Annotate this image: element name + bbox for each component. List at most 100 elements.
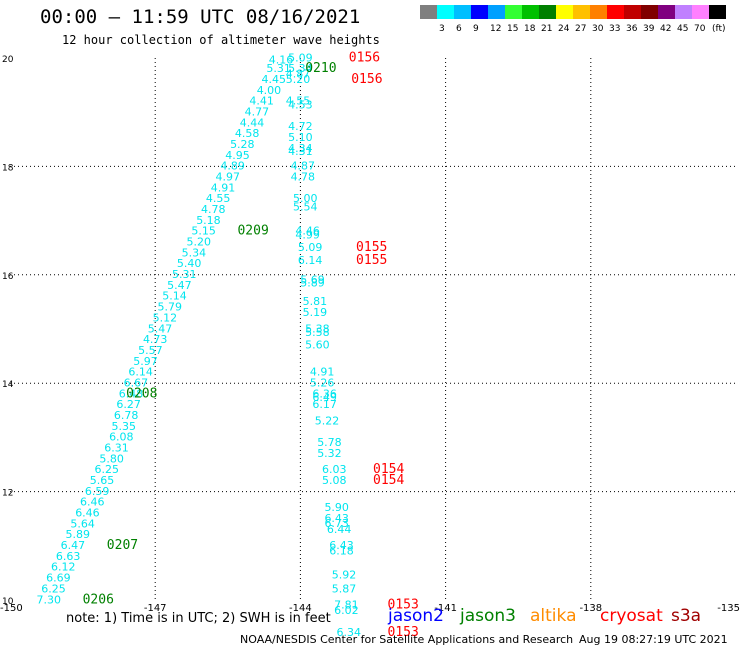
chart-subtitle: 12 hour collection of altimeter wave hei… [62,33,380,47]
swh-value-label: 5.64 [70,517,95,530]
swh-value-label: 5.47 [148,322,173,335]
legend-swatch [556,5,573,19]
swh-value-label: 4.31 [288,145,313,158]
swh-value-label: 5.28 [230,138,255,151]
swh-value-label: 4.53 [288,98,313,111]
swh-value-label: 4.91 [310,366,335,379]
footer-note: note: 1) Time is in UTC; 2) SWH is in fe… [66,611,331,626]
y-tick-label: 14 [2,380,14,390]
swh-value-label: 5.90 [324,501,349,514]
pass-time-label: 0154 [373,473,404,488]
swh-value-label: 5.34 [182,246,207,259]
y-tick-label: 18 [2,163,14,173]
legend-swatch [573,5,590,19]
legend-label: 3 [439,24,445,34]
swh-value-label: 5.89 [66,528,91,541]
swh-value-label: 6.43 [329,539,354,552]
pass-time-label: 0207 [107,538,138,553]
swh-value-label: 6.12 [51,561,76,574]
satellite-name-jason3: jason3 [460,606,516,626]
legend-label: 36 [626,24,638,34]
satellite-name-jason2: jason2 [388,606,444,626]
pass-time-label: 0208 [126,386,157,401]
swh-value-label: 5.31 [266,62,291,75]
legend-label: 6 [456,24,462,34]
swh-value-label: 6.36 [312,387,337,400]
swh-value-label: 6.67 [124,376,149,389]
legend-label: 18 [524,24,536,34]
swh-value-label: 6.18 [329,544,354,557]
swh-value-label: 6.49 [312,391,337,404]
satellite-name-s3a: s3a [671,606,702,626]
generated-timestamp: Aug 19 08:27:19 UTC 2021 [579,633,728,646]
swh-value-label: 6.17 [312,398,337,411]
satellite-name-cryosat: cryosat [600,606,663,626]
swh-value-label: 6.25 [95,463,120,476]
legend-swatch [420,5,437,19]
pass-time-label: 0206 [83,592,114,607]
swh-value-label: 6.31 [104,441,129,454]
swh-value-label: 5.32 [317,447,342,460]
legend-swatch [607,5,624,19]
swh-value-label: 5.08 [322,474,347,487]
swh-value-label: 4.41 [249,95,274,108]
swh-value-label: 4.87 [286,68,311,81]
legend-label: 24 [558,24,570,34]
pass-time-label: 0155 [356,253,387,268]
pass-time-label: 0153 [388,598,419,613]
swh-value-label: 5.31 [172,268,197,281]
swh-value-label: 4.89 [220,160,245,173]
legend-label: 39 [643,24,655,34]
swh-value-label: 6.25 [41,582,66,595]
legend-swatch [675,5,692,19]
pass-time-label: 0156 [349,50,380,65]
swh-value-label: 4.91 [211,181,236,194]
legend-swatch [590,5,607,19]
swh-value-label: 4.97 [216,170,241,183]
swh-value-label: 5.58 [305,326,330,339]
legend-label: 70 [694,24,706,34]
swh-value-label: 6.43 [324,512,349,525]
y-tick-label: 10 [2,597,14,607]
swh-value-label: 4.58 [235,127,260,140]
y-tick-label: 16 [2,272,14,282]
swh-value-label: 6.14 [128,366,153,379]
x-tick-label: -141 [434,603,457,614]
legend-unit: (ft) [712,24,726,34]
legend-swatch [641,5,658,19]
legend-swatch [437,5,454,19]
legend-label: 33 [609,24,621,34]
swh-value-label: 5.15 [191,225,216,238]
swh-value-label: 4.77 [245,105,270,118]
swh-value-label: 5.38 [305,322,330,335]
swh-value-label: 5.34 [288,62,313,75]
legend-swatch [539,5,556,19]
swh-value-label: 4.95 [225,149,250,162]
swh-value-label: 6.46 [75,507,100,520]
swh-value-label: 6.44 [327,523,352,536]
swh-value-label: 6.03 [322,463,347,476]
x-tick-label: -144 [289,603,312,614]
legend-swatch [709,5,726,19]
swh-value-label: 4.00 [257,84,282,97]
x-tick-label: -147 [144,603,167,614]
swh-value-label: 5.14 [162,290,187,303]
swh-value-label: 6.73 [324,517,349,530]
pass-time-label: 0156 [351,72,382,87]
swh-value-label: 7.81 [334,599,359,612]
pass-time-label: 0154 [373,462,404,477]
legend-swatch [454,5,471,19]
swh-value-label: 4.46 [295,225,320,238]
swh-value-label: 6.47 [61,539,86,552]
swh-value-label: 5.97 [133,355,158,368]
legend-label: 15 [507,24,519,34]
swh-value-label: 5.78 [317,436,342,449]
swh-value-label: 6.46 [80,496,105,509]
swh-value-label: 5.22 [315,414,340,427]
swh-value-label: 4.99 [295,228,320,241]
swh-value-label: 4.44 [240,116,265,129]
x-tick-label: -135 [717,603,740,614]
swh-value-label: 4.16 [269,53,294,66]
swh-value-label: 6.78 [114,409,139,422]
legend-label: 21 [541,24,553,34]
